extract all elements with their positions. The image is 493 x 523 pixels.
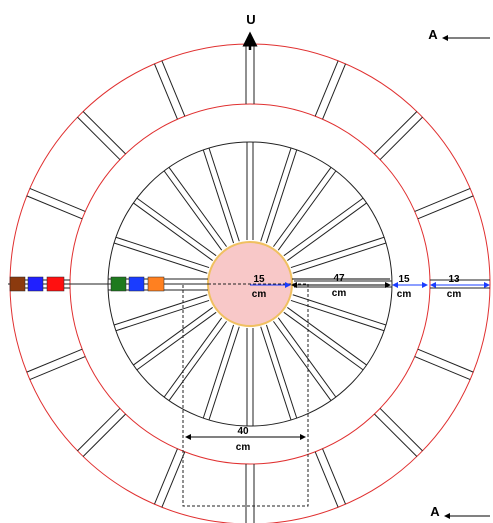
north-label: U [246, 12, 255, 27]
outer-spoke-14-0 [374, 111, 418, 155]
dim-40-unit: cm [236, 442, 251, 453]
inner-spoke-9-0 [115, 299, 210, 332]
outer-square-red [46, 276, 65, 292]
inner-spoke-1-0 [292, 294, 387, 326]
outer-spoke-7-1 [26, 348, 83, 373]
outer-spoke-11-1 [161, 60, 186, 117]
inner-spoke-6-0 [208, 326, 240, 421]
inner-spoke-11-1 [115, 236, 210, 269]
dim-47-unit: cm [332, 288, 347, 299]
dim-15-ring-value: 15 [398, 274, 410, 285]
outer-spoke-13-1 [322, 63, 347, 120]
outer-spoke-3-0 [322, 448, 347, 505]
section-dashed-box [182, 283, 309, 507]
inner-spoke-14-1 [208, 147, 240, 242]
dim-15-ring-unit: cm [397, 289, 412, 300]
inner-spoke-2-1 [283, 311, 364, 371]
inner-spoke-18-1 [287, 202, 367, 261]
outer-spoke-9-0 [26, 195, 83, 220]
dim-13-value: 13 [448, 274, 460, 285]
inner-spoke-17-1 [277, 170, 337, 251]
outer-spoke-7-0 [29, 356, 86, 381]
inner-spoke-1-1 [290, 299, 385, 332]
outer-spoke-13-0 [314, 60, 339, 117]
outer-spoke-14-1 [379, 116, 423, 160]
outer-spoke-6-0 [82, 413, 126, 457]
inner-spoke-14-0 [202, 149, 235, 244]
inner-square-orange [147, 276, 165, 292]
dim-13-unit: cm [447, 289, 462, 300]
dim-40-value: 40 [237, 426, 249, 437]
inner-spoke-6-1 [202, 324, 235, 419]
outer-spoke-9-1 [29, 187, 86, 212]
inner-spoke-18-0 [283, 197, 364, 257]
inner-spoke-11-0 [113, 242, 208, 274]
outer-spoke-5-1 [153, 448, 178, 505]
inner-spoke-4-1 [260, 326, 292, 421]
outer-spoke-1-1 [414, 356, 471, 381]
inner-spoke-19-0 [290, 236, 385, 269]
dim-15-core-unit: cm [252, 289, 267, 300]
inner-square-blue [128, 276, 145, 292]
section-marker-top: A [428, 27, 438, 42]
inner-spoke-7-1 [163, 317, 223, 398]
outer-spoke-1-0 [417, 348, 474, 373]
outer-ring-spokes [10, 44, 490, 523]
outer-square-brown [9, 276, 26, 292]
outer-spoke-10-0 [77, 116, 121, 160]
inner-spoke-8-0 [136, 311, 217, 371]
outer-spoke-15-0 [414, 187, 471, 212]
inner-spoke-12-0 [133, 202, 213, 261]
outer-square-blue [27, 276, 44, 292]
inner-spoke-19-1 [292, 242, 387, 274]
outer-spoke-3-1 [314, 451, 339, 508]
outer-spoke-2-0 [379, 408, 423, 452]
inner-spoke-13-1 [168, 167, 227, 247]
inner-spoke-16-0 [260, 147, 292, 242]
inner-spoke-8-1 [133, 307, 213, 366]
inner-spoke-4-0 [265, 324, 298, 419]
outer-spoke-5-0 [161, 451, 186, 508]
outer-spoke-11-0 [153, 63, 178, 120]
inner-spoke-13-0 [163, 170, 223, 251]
inner-spoke-2-0 [287, 307, 367, 366]
inner-spoke-3-0 [277, 317, 337, 398]
section-marker-bottom: A [430, 504, 440, 519]
inner-spoke-9-1 [113, 294, 208, 326]
outer-spoke-6-1 [77, 408, 121, 452]
inner-spoke-7-0 [168, 321, 227, 401]
dim-47-value: 47 [333, 273, 345, 284]
inner-square-green [110, 276, 127, 292]
inner-spoke-3-1 [273, 321, 332, 401]
outer-spoke-10-1 [82, 111, 126, 155]
inner-spoke-12-1 [136, 197, 217, 257]
outer-spoke-15-1 [417, 195, 474, 220]
inner-spoke-17-0 [273, 167, 332, 247]
inner-spoke-16-1 [265, 149, 298, 244]
dim-15-core-value: 15 [253, 274, 265, 285]
outer-spoke-2-1 [374, 413, 418, 457]
